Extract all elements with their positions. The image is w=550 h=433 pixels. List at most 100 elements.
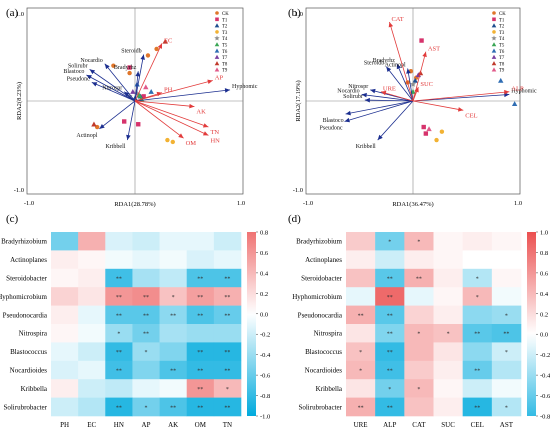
env-label: EC <box>164 37 172 44</box>
heatmap-cell <box>51 342 79 362</box>
env-label: AK <box>196 109 206 116</box>
heatmap-cell <box>51 397 79 417</box>
species-arrowhead <box>126 134 131 141</box>
species-label: Solirubr <box>68 63 88 69</box>
heatmap-cell <box>346 287 376 306</box>
colorbar <box>527 232 536 416</box>
legend-marker <box>215 17 219 22</box>
env-label: CAT <box>391 16 403 23</box>
species-arrow <box>86 74 136 102</box>
env-arrowhead <box>504 89 510 95</box>
significance-mark: ** <box>474 369 480 375</box>
heatmap-cell <box>105 305 133 325</box>
heatmap-cell <box>213 397 242 417</box>
legend-label: T9 <box>222 69 228 74</box>
legend-label: T7 <box>499 56 505 61</box>
heatmap-cell <box>433 268 463 288</box>
colorbar-tick-label: 0.4 <box>260 270 269 277</box>
rda-plot-b: -1.0 1.0 -1.0 1.0 RDA1(36.47%) RDA2(17.19%) St… <box>293 7 537 208</box>
significance-mark: * <box>359 350 362 356</box>
heatmap-cell <box>159 324 188 343</box>
heatmap-cell <box>78 397 106 417</box>
heatmap-cell <box>433 232 463 251</box>
significance-mark: ** <box>503 332 509 338</box>
env-label: CEL <box>465 112 477 119</box>
legend-label: T3 <box>499 31 505 36</box>
heatmap-cell <box>346 232 376 251</box>
heatmap-cell <box>186 250 215 270</box>
legend-label: T3 <box>222 31 228 36</box>
heatmap-cell <box>346 305 376 325</box>
heatmap-cell <box>375 342 405 362</box>
significance-mark: ** <box>224 313 230 319</box>
significance-mark: ** <box>387 350 393 356</box>
heatmap-cell <box>105 360 133 380</box>
species-label: Hyphomic <box>232 84 258 90</box>
heatmap-cell <box>78 360 106 380</box>
heatmap-cell <box>186 287 215 306</box>
significance-mark: ** <box>387 332 393 338</box>
panel-label-c: (c) <box>6 213 19 225</box>
heatmap-cell <box>132 379 160 398</box>
heatmap-cell <box>213 379 242 398</box>
row-label: Actinoplanes <box>305 256 342 264</box>
heatmap-cell <box>404 397 434 417</box>
species-arrow <box>134 54 145 102</box>
sample-point <box>434 137 439 143</box>
row-label: Nitrospira <box>19 330 48 338</box>
heatmap-cell <box>159 305 188 325</box>
legend-label: T8 <box>222 62 228 67</box>
heatmap-cell <box>132 268 160 288</box>
legend-label: T5 <box>222 44 228 49</box>
species-label: Bradyrhz <box>114 65 137 71</box>
env-arrow <box>134 100 195 107</box>
y-axis-label: RDA2(8.23%) <box>16 82 23 120</box>
significance-mark: ** <box>387 295 393 301</box>
species-arrow <box>396 63 414 102</box>
heatmap-cell <box>213 305 242 325</box>
significance-mark: * <box>505 350 508 356</box>
column-label: URE <box>354 421 368 428</box>
significance-mark: ** <box>197 387 203 393</box>
legend-label: T4 <box>222 37 228 42</box>
env-arrow <box>134 43 163 102</box>
colorbar-tick-label: -1.0 <box>260 414 270 421</box>
significance-mark: ** <box>143 313 149 319</box>
legend-marker <box>492 11 496 15</box>
heatmap-cell <box>159 287 188 306</box>
species-arrowhead <box>377 134 383 141</box>
colorbar-tick-label: 0.2 <box>260 291 268 298</box>
species-arrow <box>407 68 414 102</box>
species-arrowhead <box>361 92 367 98</box>
heatmap-cell <box>404 324 434 343</box>
legend-label: CK <box>222 12 229 17</box>
species-arrowhead <box>386 66 392 72</box>
legend-marker <box>214 67 220 72</box>
column-label: CEL <box>471 421 484 428</box>
row-label: Hyphomicrobium <box>0 293 48 301</box>
row-label: Kribbella <box>21 385 48 393</box>
heatmap-cell <box>51 360 79 380</box>
species-label: Nitrospr <box>102 86 122 92</box>
colorbar-tick-label: -0.4 <box>260 352 271 359</box>
heatmap-cell <box>186 232 215 251</box>
legend-marker <box>214 61 220 66</box>
species-arrowhead <box>396 63 402 70</box>
heatmap-cell <box>346 360 376 380</box>
heatmap-cell <box>51 324 79 343</box>
heatmap-cell <box>375 397 405 417</box>
env-label: URE <box>383 86 396 93</box>
sample-point <box>148 89 154 94</box>
env-label: HN <box>210 137 220 144</box>
heatmap-cell <box>186 324 215 343</box>
legend-label: T9 <box>499 69 505 74</box>
species-arrow <box>361 94 414 102</box>
species-arrowhead <box>104 63 110 70</box>
legend-marker <box>214 54 220 59</box>
heatmap-cell <box>346 250 376 270</box>
row-label: Hyphomicrobium <box>292 293 342 301</box>
row-label: Blastococcus <box>10 348 47 356</box>
colorbar-tick-label: -0.8 <box>260 393 270 400</box>
species-arrowhead <box>370 88 376 94</box>
